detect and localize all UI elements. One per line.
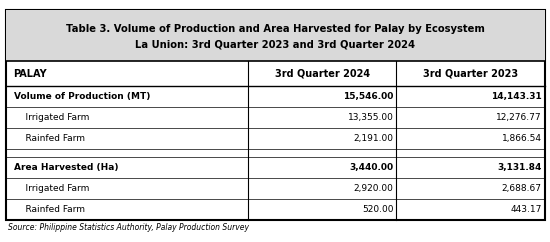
Text: Irrigated Farm: Irrigated Farm: [14, 113, 89, 122]
Text: 2,688.67: 2,688.67: [502, 184, 542, 193]
Text: 15,546.00: 15,546.00: [343, 92, 394, 101]
Text: Source: Philippine Statistics Authority, Palay Production Survey: Source: Philippine Statistics Authority,…: [8, 223, 249, 232]
Text: 1,866.54: 1,866.54: [502, 134, 542, 143]
Text: 14,143.31: 14,143.31: [491, 92, 542, 101]
Text: Table 3. Volume of Production and Area Harvested for Palay by Ecosystem: Table 3. Volume of Production and Area H…: [65, 24, 485, 34]
Text: Area Harvested (Ha): Area Harvested (Ha): [14, 163, 118, 172]
Text: Volume of Production (MT): Volume of Production (MT): [14, 92, 150, 101]
Text: La Union: 3rd Quarter 2023 and 3rd Quarter 2024: La Union: 3rd Quarter 2023 and 3rd Quart…: [135, 40, 415, 50]
Text: Rainfed Farm: Rainfed Farm: [14, 205, 85, 214]
Text: 2,191.00: 2,191.00: [354, 134, 394, 143]
Text: Rainfed Farm: Rainfed Farm: [14, 134, 85, 143]
Bar: [6, 10, 544, 61]
Bar: [6, 10, 544, 220]
Text: 3rd Quarter 2024: 3rd Quarter 2024: [274, 69, 370, 79]
Text: 3,131.84: 3,131.84: [497, 163, 542, 172]
Text: PALAY: PALAY: [14, 69, 47, 79]
Text: 443.17: 443.17: [510, 205, 542, 214]
Text: 3,440.00: 3,440.00: [349, 163, 394, 172]
Text: 13,355.00: 13,355.00: [348, 113, 394, 122]
Text: Irrigated Farm: Irrigated Farm: [14, 184, 89, 193]
Text: 520.00: 520.00: [362, 205, 394, 214]
Text: 12,276.77: 12,276.77: [496, 113, 542, 122]
Text: 2,920.00: 2,920.00: [354, 184, 394, 193]
Text: 3rd Quarter 2023: 3rd Quarter 2023: [423, 69, 518, 79]
